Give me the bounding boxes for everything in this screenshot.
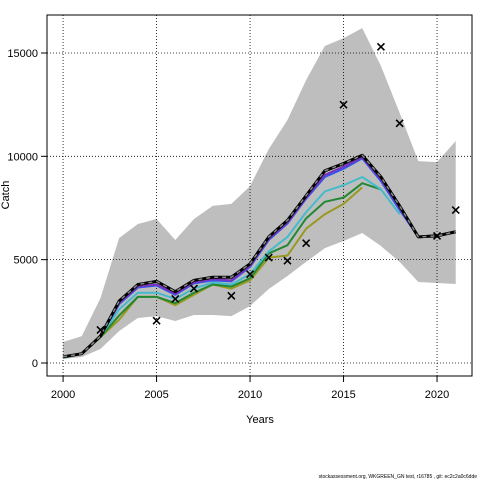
x-tick-label: 2000 xyxy=(51,389,75,401)
series-line-dash xyxy=(62,154,456,358)
y-tick-label: 0 xyxy=(32,358,38,370)
series-line xyxy=(62,175,401,359)
y-tick-label: 10000 xyxy=(7,151,38,163)
x-tick-label: 2010 xyxy=(238,389,262,401)
x-axis-label: Years xyxy=(246,414,274,426)
series-line xyxy=(62,182,382,359)
observed-point xyxy=(171,294,180,303)
observed-point xyxy=(152,316,161,325)
observed-point xyxy=(339,100,348,109)
confidence-band xyxy=(63,28,456,359)
observed-point xyxy=(432,231,442,240)
observed-point xyxy=(189,284,199,293)
observed-point xyxy=(283,256,292,265)
observed-point xyxy=(395,119,404,128)
observed-point xyxy=(227,291,236,300)
y-axis-label: Catch xyxy=(0,181,12,210)
x-tick-label: 2020 xyxy=(425,389,449,401)
observed-point xyxy=(302,239,311,248)
y-tick-label: 15000 xyxy=(7,48,38,60)
plot-frame xyxy=(46,14,473,377)
observed-point xyxy=(96,325,105,334)
footer: stockassessment.org, WKGREEN_GN test, r1… xyxy=(319,474,478,480)
observed-point xyxy=(245,270,255,279)
x-tick-label: 2015 xyxy=(331,389,355,401)
observed-point xyxy=(451,205,460,215)
observed-point xyxy=(376,42,386,51)
observed-point xyxy=(264,253,273,262)
y-tick-label: 5000 xyxy=(14,255,38,267)
x-tick-label: 2005 xyxy=(144,389,168,401)
